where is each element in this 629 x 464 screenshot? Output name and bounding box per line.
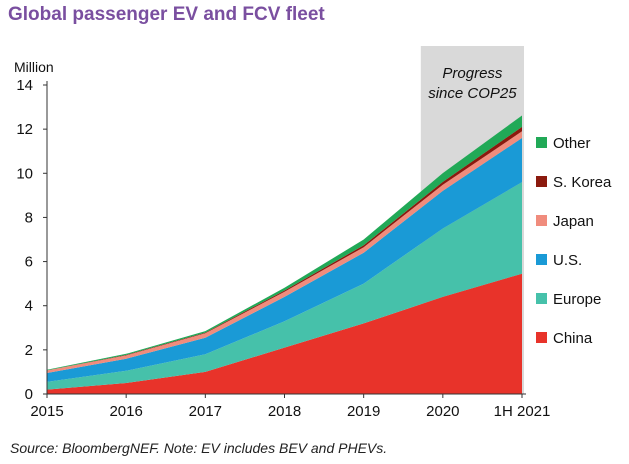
legend-swatch-s-korea — [536, 176, 547, 187]
x-tick-label: 2015 — [30, 403, 63, 420]
legend-swatch-japan — [536, 215, 547, 226]
y-tick-label: 12 — [16, 121, 33, 138]
y-tick-label: 10 — [16, 165, 33, 182]
source-note: Source: BloombergNEF. Note: EV includes … — [10, 440, 388, 456]
x-tick-label: 1H 2021 — [494, 403, 551, 420]
legend-swatch-u-s — [536, 254, 547, 265]
fleet-area-chart: Progress since COP25 Million 0 2 4 6 8 10 12 14 20… — [14, 46, 612, 420]
legend-label-japan: Japan — [553, 213, 594, 230]
legend-label-other: Other — [553, 135, 591, 152]
legend-swatch-china — [536, 332, 547, 343]
legend-swatch-europe — [536, 293, 547, 304]
y-tick-label: 8 — [25, 209, 33, 226]
highlight-label-line2: since COP25 — [428, 85, 517, 102]
legend-label-s-korea: S. Korea — [553, 174, 612, 191]
x-tick-label: 2017 — [189, 403, 222, 420]
legend-swatch-other — [536, 137, 547, 148]
y-tick-label: 2 — [25, 342, 33, 359]
chart-title: Global passenger EV and FCV fleet — [8, 4, 325, 25]
x-tick-label: 2019 — [347, 403, 380, 420]
legend-label-europe: Europe — [553, 291, 601, 308]
highlight-label-line1: Progress — [442, 65, 503, 82]
area-series-china — [47, 273, 522, 394]
y-tick-label: 6 — [25, 254, 33, 271]
y-axis-label: Million — [14, 59, 54, 75]
x-tick-label: 2016 — [109, 403, 142, 420]
area-series-europe — [47, 182, 522, 390]
x-tick-label: 2018 — [268, 403, 301, 420]
y-tick-label: 4 — [25, 298, 33, 315]
y-tick-label: 0 — [25, 386, 33, 403]
y-tick-label: 14 — [16, 77, 33, 94]
x-tick-label: 2020 — [426, 403, 459, 420]
legend-label-china: China — [553, 330, 593, 347]
legend-label-u-s: U.S. — [553, 252, 582, 269]
